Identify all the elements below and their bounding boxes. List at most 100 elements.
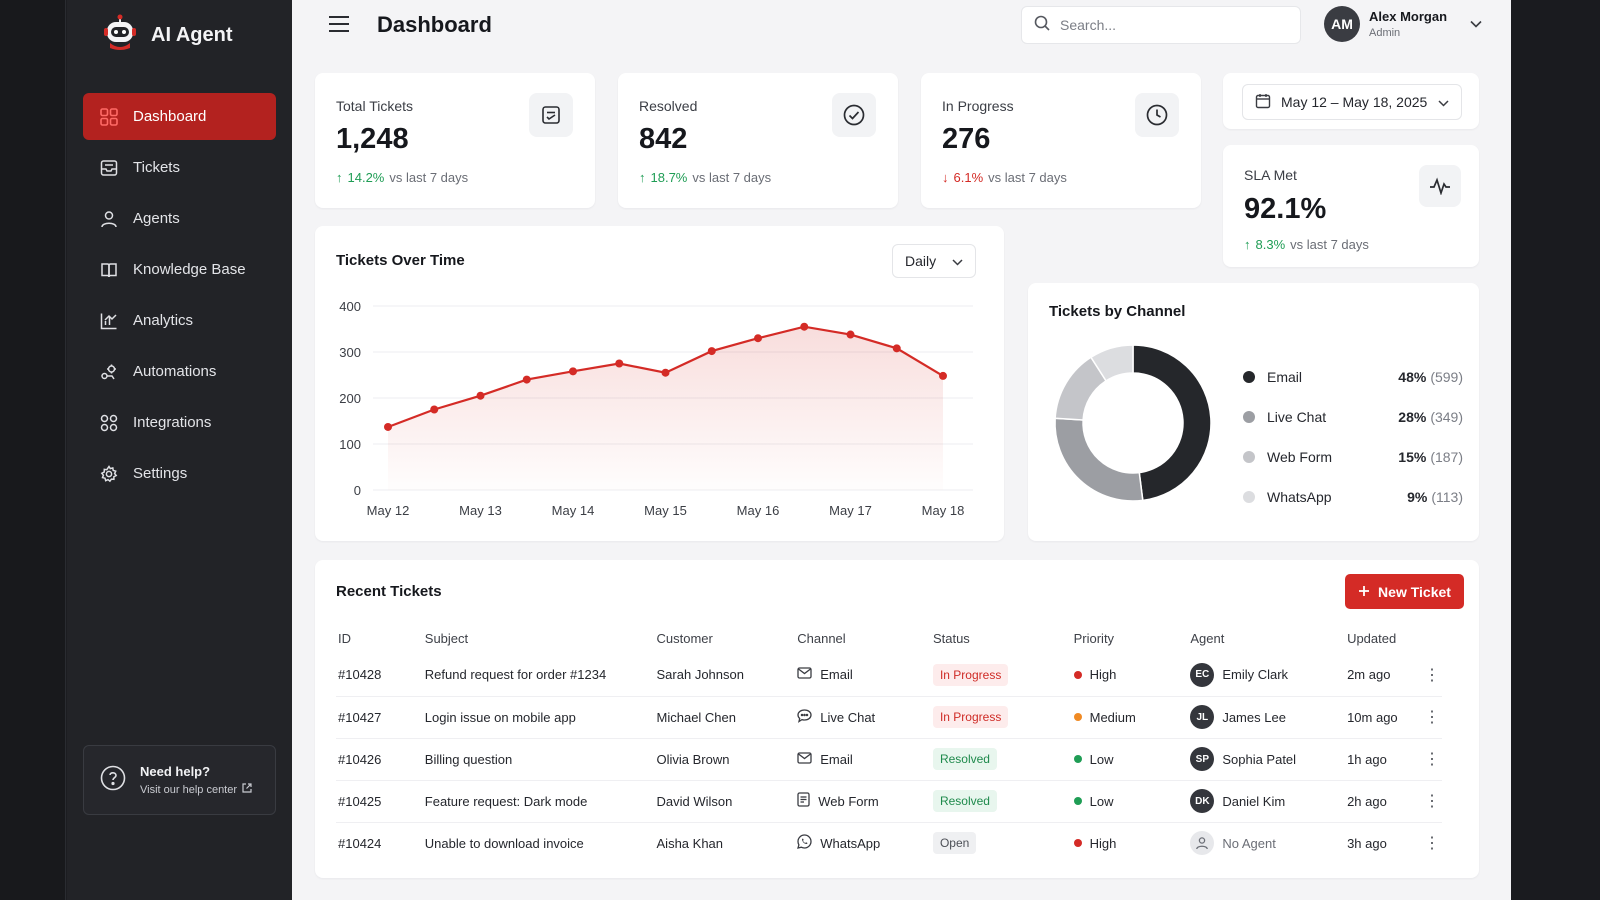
date-range-picker[interactable]: May 12 – May 18, 2025 [1242,84,1462,120]
kpi-card-total-tickets: Total Tickets 1,248 ↑ 14.2% vs last 7 da… [315,73,595,208]
ticket-subject[interactable]: Billing question [422,737,655,780]
document-icon [529,93,573,137]
ticket-id[interactable]: #10424 [336,821,423,864]
kpi-change: 6.1% [953,170,984,185]
column-header-agent[interactable]: Agent [1190,630,1225,646]
donut-slice-live-chat[interactable] [1054,417,1144,502]
mail-icon [797,667,812,682]
y-tick-label: 300 [339,345,361,360]
y-tick-label: 200 [339,391,361,406]
clock-icon [1135,93,1179,137]
column-header-channel[interactable]: Channel [797,630,846,646]
y-tick-label: 0 [354,483,361,498]
ticket-subject[interactable]: Login issue on mobile app [422,695,655,738]
search-box[interactable] [1021,6,1301,44]
data-point [430,405,439,414]
ticket-priority: Low [1089,793,1114,809]
help-center-link[interactable]: Visit our help center [140,783,252,796]
more-vertical-icon[interactable]: ⋮ [1423,666,1440,684]
sidebar-item-settings[interactable]: Settings [83,450,276,497]
donut-slice-email[interactable] [1132,344,1212,502]
priority-dot [1073,797,1082,805]
column-header-status[interactable]: Status [932,630,970,646]
column-header-subject[interactable]: Subject [424,630,469,646]
sidebar-item-label: Automations [133,363,217,380]
sidebar-item-analytics[interactable]: Analytics [83,297,276,344]
avatar: EC [1190,662,1215,687]
kpi-value: 842 [639,123,688,155]
ticket-subject[interactable]: Refund request for order #1234 [424,667,607,683]
sidebar-item-agents[interactable]: Agents [83,195,276,242]
more-vertical-icon[interactable]: ⋮ [1423,751,1440,768]
ticket-id[interactable]: #10427 [336,695,423,738]
kpi-label: SLA Met [1244,167,1297,183]
kpi-change: 18.7% [650,170,688,185]
column-header-id[interactable]: ID [338,630,351,646]
table-row[interactable]: #10426 Billing question Olivia Brown Ema… [336,737,1442,780]
x-tick-label: May 18 [922,503,965,518]
ticket-subject[interactable]: Feature request: Dark mode [422,779,655,822]
column-header-actions [1420,622,1442,654]
ticket-channel-cell: WhatsApp [795,821,931,864]
status-badge: Open [932,832,977,855]
new-ticket-button[interactable]: New Ticket [1345,574,1464,609]
column-header-customer[interactable]: Customer [656,630,713,646]
inbox-icon [99,158,119,178]
sidebar-item-integrations[interactable]: Integrations [83,399,276,446]
ticket-id[interactable]: #10428 [338,667,382,683]
robot-logo-icon [101,14,139,57]
kpi-label: Resolved [639,98,698,114]
ticket-status-cell: In Progress [931,654,1072,696]
ticket-channel: Email [820,667,853,683]
menu-icon[interactable] [328,15,350,33]
more-vertical-icon[interactable]: ⋮ [1423,835,1440,853]
external-link-icon [242,783,252,796]
table-row[interactable]: #10424 Unable to download invoice Aisha … [336,821,1442,864]
ticket-subject[interactable]: Unable to download invoice [422,821,655,864]
donut-slice-whatsapp[interactable] [1089,344,1134,382]
kpi-period: vs last 7 days [1290,237,1369,252]
ticket-channel: Web Form [818,793,879,809]
sidebar-item-dashboard[interactable]: Dashboard [83,93,276,140]
more-vertical-icon[interactable]: ⋮ [1423,709,1440,726]
help-card[interactable]: Need help? Visit our help center [83,745,276,815]
user-menu[interactable]: AM Alex Morgan Admin [1324,6,1482,42]
column-header-priority[interactable]: Priority [1073,630,1115,646]
status-badge: Resolved [932,790,997,812]
ticket-customer: Michael Chen [654,695,796,738]
legend-name: Web Form [1267,449,1333,465]
kpi-card-resolved: Resolved 842 ↑ 18.7% vs last 7 days [618,73,898,208]
column-header-updated[interactable]: Updated [1347,630,1397,646]
window-frame-right [1511,0,1600,900]
date-range-card: May 12 – May 18, 2025 [1223,73,1479,129]
kpi-value: 92.1% [1244,193,1327,225]
ticket-updated: 2h ago [1345,779,1420,822]
ticket-status-cell: In Progress [930,695,1072,738]
ticket-id[interactable]: #10425 [336,779,423,822]
search-input[interactable] [1060,17,1280,33]
granularity-select[interactable]: Daily [892,244,976,278]
sidebar-item-automations[interactable]: Automations [83,348,276,395]
sidebar-item-knowledge-base[interactable]: Knowledge Base [83,246,276,293]
ticket-id[interactable]: #10426 [336,737,423,780]
ticket-customer: Sarah Johnson [656,667,744,683]
table-row[interactable]: #10428 Refund request for order #1234 Sa… [336,654,1442,696]
table-header-row: ID Subject Customer Channel Status Prior… [336,622,1442,654]
data-point [569,367,577,376]
legend-item-live-chat: Live Chat 28% (349) [1243,397,1463,437]
more-vertical-icon[interactable]: ⋮ [1423,793,1440,810]
ticket-agent: No Agent [1222,835,1276,851]
legend-percent: 48% [1398,369,1427,385]
table-row[interactable]: #10427 Login issue on mobile app Michael… [336,695,1442,738]
data-point [661,368,670,377]
user-name: Alex Morgan [1369,9,1448,24]
brand[interactable]: AI Agent [101,14,232,57]
chevron-down-icon [952,253,963,269]
kpi-value: 276 [942,123,991,155]
ticket-channel-cell: Live Chat [795,695,931,738]
x-tick-label: May 14 [552,503,595,518]
table-row[interactable]: #10425 Feature request: Dark mode David … [336,779,1442,822]
ticket-priority: High [1089,835,1117,851]
ticket-channel-cell: Email [795,654,931,696]
sidebar-item-tickets[interactable]: Tickets [83,144,276,191]
